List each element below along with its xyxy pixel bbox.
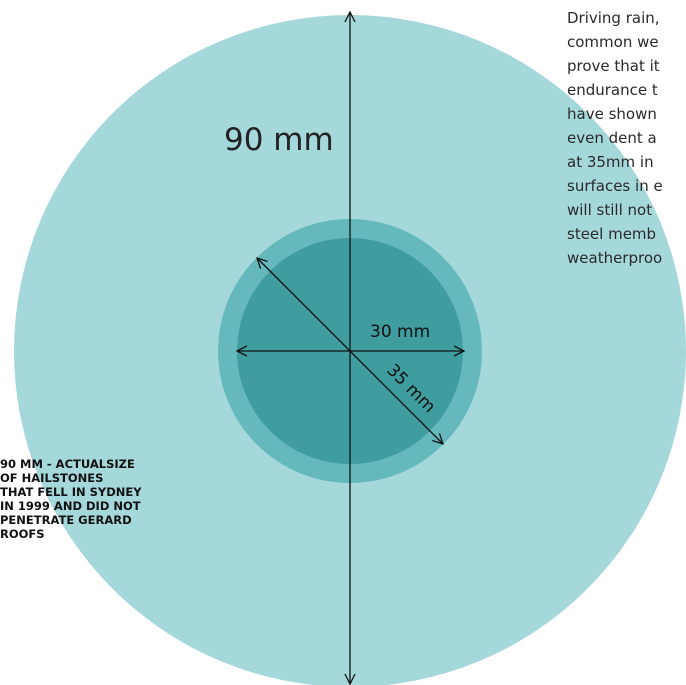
paragraph-line: surfaces in e	[567, 177, 663, 195]
paragraph-line: Driving rain,	[567, 9, 660, 27]
paragraph-line: common we	[567, 33, 659, 51]
caption-line: THAT FELL IN SYDNEY	[0, 485, 142, 499]
paragraph-line: steel memb	[567, 225, 657, 243]
paragraph-line: prove that it	[567, 57, 660, 75]
paragraph-line: have shown	[567, 105, 657, 123]
label-90mm: 90 mm	[224, 122, 334, 158]
caption-line: PENETRATE GERARD	[0, 513, 132, 527]
paragraph-line: endurance t	[567, 81, 658, 99]
paragraph-line: even dent a	[567, 129, 657, 147]
diagonal-dimension-arrow	[257, 258, 443, 444]
caption-line: IN 1999 AND DID NOT	[0, 499, 141, 513]
caption-line: OF HAILSTONES	[0, 471, 104, 485]
paragraph-line: weatherproo	[567, 249, 663, 267]
hailstone-caption: 90 MM - ACTUALSIZE OF HAILSTONES THAT FE…	[0, 457, 170, 541]
paragraph-line: will still not	[567, 201, 653, 219]
caption-line: 90 MM - ACTUALSIZE	[0, 457, 135, 471]
caption-line: ROOFS	[0, 527, 45, 541]
paragraph-line: at 35mm in	[567, 153, 654, 171]
body-paragraph: Driving rain, common we prove that it en…	[567, 6, 686, 270]
label-30mm: 30 mm	[370, 322, 430, 342]
